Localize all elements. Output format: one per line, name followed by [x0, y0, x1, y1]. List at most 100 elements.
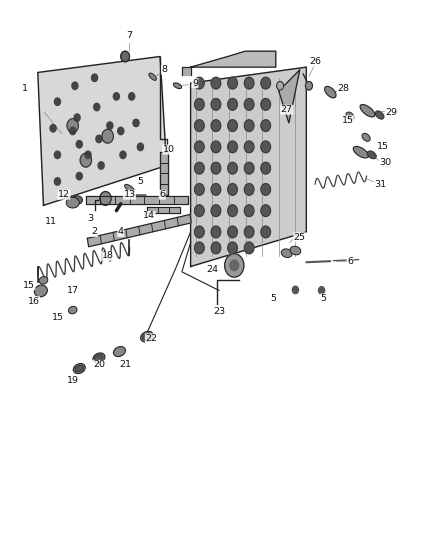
Text: 15: 15 — [51, 312, 64, 321]
Circle shape — [74, 114, 80, 122]
Circle shape — [225, 254, 244, 277]
Circle shape — [244, 77, 254, 89]
Circle shape — [277, 82, 284, 90]
Circle shape — [76, 172, 82, 180]
Polygon shape — [87, 214, 191, 247]
Circle shape — [211, 141, 221, 153]
Circle shape — [194, 242, 204, 254]
Text: 12: 12 — [58, 190, 70, 199]
Ellipse shape — [367, 151, 376, 159]
Circle shape — [133, 119, 139, 127]
Ellipse shape — [173, 83, 182, 88]
Circle shape — [228, 242, 237, 254]
Ellipse shape — [362, 133, 370, 141]
Circle shape — [261, 183, 271, 195]
Ellipse shape — [353, 147, 368, 158]
Text: 21: 21 — [119, 360, 131, 369]
Text: 22: 22 — [145, 334, 157, 343]
Circle shape — [50, 125, 56, 132]
Text: 5: 5 — [138, 177, 143, 186]
Text: 14: 14 — [143, 212, 155, 221]
Circle shape — [70, 127, 76, 135]
Circle shape — [211, 99, 221, 110]
Text: 9: 9 — [192, 78, 198, 87]
Circle shape — [211, 242, 221, 254]
Text: 7: 7 — [127, 31, 132, 40]
Polygon shape — [191, 67, 306, 266]
Circle shape — [211, 205, 221, 216]
Text: 4: 4 — [118, 228, 124, 237]
Circle shape — [113, 93, 120, 100]
Polygon shape — [191, 51, 276, 67]
Circle shape — [244, 141, 254, 153]
Circle shape — [211, 120, 221, 132]
Circle shape — [211, 163, 221, 174]
Text: 15: 15 — [377, 142, 389, 151]
Ellipse shape — [141, 332, 153, 342]
Circle shape — [194, 141, 204, 153]
Text: 28: 28 — [337, 84, 350, 93]
Text: 13: 13 — [124, 190, 135, 199]
Circle shape — [261, 120, 271, 132]
Circle shape — [76, 141, 82, 148]
Circle shape — [138, 143, 144, 151]
Text: 8: 8 — [162, 66, 167, 74]
Text: 23: 23 — [213, 307, 225, 316]
Circle shape — [54, 98, 60, 106]
Polygon shape — [279, 70, 300, 123]
Circle shape — [72, 82, 78, 90]
Circle shape — [96, 135, 102, 143]
Text: 30: 30 — [379, 158, 391, 167]
Polygon shape — [182, 67, 191, 75]
Circle shape — [244, 183, 254, 195]
Text: 6: 6 — [347, 257, 353, 265]
Circle shape — [121, 51, 130, 62]
Circle shape — [102, 130, 113, 143]
Ellipse shape — [68, 306, 77, 314]
Ellipse shape — [93, 353, 105, 363]
Circle shape — [230, 260, 239, 271]
Ellipse shape — [346, 112, 354, 120]
Circle shape — [98, 162, 104, 169]
Ellipse shape — [149, 73, 156, 80]
Circle shape — [292, 286, 298, 294]
Text: 16: 16 — [28, 296, 39, 305]
Circle shape — [228, 99, 237, 110]
Polygon shape — [38, 56, 166, 205]
Text: 5: 5 — [321, 294, 327, 303]
Circle shape — [305, 82, 312, 90]
Circle shape — [261, 99, 271, 110]
Text: 11: 11 — [45, 217, 57, 226]
Circle shape — [94, 103, 100, 111]
Circle shape — [54, 151, 60, 159]
Circle shape — [54, 177, 60, 185]
Text: 24: 24 — [206, 265, 219, 273]
Circle shape — [80, 154, 92, 167]
Polygon shape — [86, 196, 188, 204]
Circle shape — [194, 205, 204, 216]
Text: 18: 18 — [102, 252, 114, 260]
Ellipse shape — [113, 346, 125, 357]
Circle shape — [318, 287, 325, 294]
Ellipse shape — [95, 354, 103, 361]
Circle shape — [244, 99, 254, 110]
Circle shape — [194, 183, 204, 195]
Circle shape — [120, 151, 126, 159]
Text: 19: 19 — [67, 376, 79, 385]
Ellipse shape — [290, 246, 301, 255]
Circle shape — [100, 191, 111, 205]
Text: 29: 29 — [385, 108, 397, 117]
Circle shape — [118, 127, 124, 135]
Circle shape — [228, 120, 237, 132]
Circle shape — [244, 242, 254, 254]
Circle shape — [261, 226, 271, 238]
Ellipse shape — [125, 184, 134, 192]
Text: 2: 2 — [92, 228, 98, 237]
Text: 17: 17 — [67, 286, 79, 295]
Text: 5: 5 — [271, 294, 276, 303]
Polygon shape — [147, 207, 180, 213]
Ellipse shape — [72, 196, 82, 204]
Text: 25: 25 — [294, 233, 306, 242]
Circle shape — [244, 226, 254, 238]
Circle shape — [67, 119, 78, 133]
